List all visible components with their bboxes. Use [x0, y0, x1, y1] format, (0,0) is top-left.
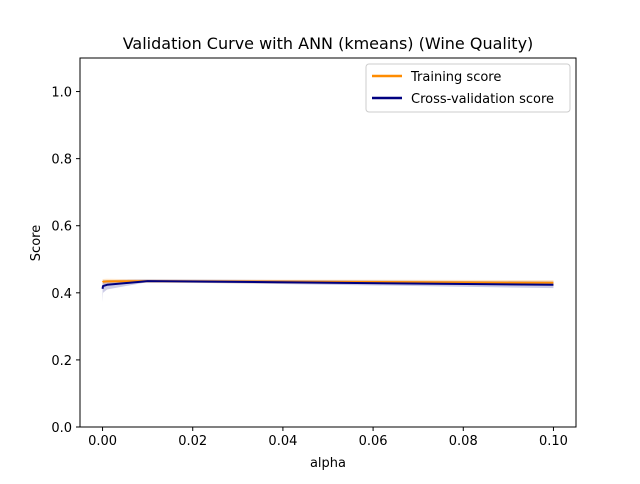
- chart-title: Validation Curve with ANN (kmeans) (Wine…: [123, 34, 534, 53]
- x-tick-label: 0.04: [268, 434, 297, 449]
- y-tick-label: 0.4: [51, 287, 72, 302]
- legend-box: [365, 63, 571, 113]
- legend-label-cross-validation: Cross-validation score: [411, 92, 554, 107]
- x-axis-label: alpha: [310, 456, 346, 471]
- y-axis-label: Score: [29, 225, 44, 261]
- legend-label-training: Training score: [410, 70, 501, 85]
- band-cross-validation: [102, 279, 554, 303]
- y-axis-ticks: 0.0 0.2 0.4 0.6 0.8 1.0: [51, 86, 80, 436]
- x-tick-label: 0.08: [449, 434, 478, 449]
- y-tick-label: 0.0: [51, 421, 72, 436]
- x-axis-ticks: 0.00 0.02 0.04 0.06 0.08 0.10: [88, 427, 568, 449]
- y-tick-label: 1.0: [51, 86, 72, 101]
- x-tick-label: 0.06: [359, 434, 388, 449]
- y-tick-label: 0.8: [51, 153, 72, 168]
- x-tick-label: 0.02: [178, 434, 207, 449]
- series-lines: [101, 280, 554, 289]
- y-tick-label: 0.2: [51, 354, 72, 369]
- plot-frame: [79, 57, 577, 428]
- line-cross-validation: [101, 280, 554, 289]
- y-tick-label: 0.6: [51, 220, 72, 235]
- x-tick-label: 0.10: [539, 434, 568, 449]
- x-tick-label: 0.00: [88, 434, 117, 449]
- legend: Training score Cross-validation score: [365, 63, 571, 113]
